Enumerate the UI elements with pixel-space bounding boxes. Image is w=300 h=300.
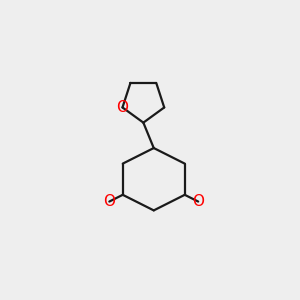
- Text: O: O: [116, 100, 128, 115]
- Text: O: O: [192, 194, 204, 209]
- Text: O: O: [103, 194, 115, 209]
